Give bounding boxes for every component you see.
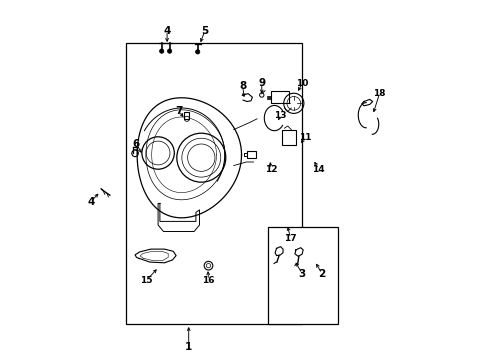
- Circle shape: [159, 49, 163, 53]
- Text: 13: 13: [274, 111, 286, 120]
- Text: 12: 12: [264, 165, 277, 174]
- Bar: [271, 91, 288, 103]
- Text: 5: 5: [201, 26, 208, 36]
- Bar: [184, 112, 189, 119]
- Text: 11: 11: [298, 133, 310, 142]
- Circle shape: [195, 50, 200, 54]
- Text: 16: 16: [202, 276, 214, 284]
- Bar: [282, 130, 295, 145]
- Text: 8: 8: [239, 81, 246, 91]
- Bar: [246, 151, 255, 158]
- Text: 4: 4: [87, 197, 94, 207]
- Bar: [267, 227, 337, 324]
- Text: 9: 9: [258, 78, 265, 88]
- Text: 14: 14: [312, 165, 325, 174]
- Text: 1: 1: [184, 342, 192, 352]
- Text: 17: 17: [284, 234, 296, 243]
- Text: 4: 4: [163, 26, 170, 36]
- Text: 15: 15: [140, 276, 153, 284]
- Text: 10: 10: [295, 79, 307, 88]
- Text: 2: 2: [318, 269, 325, 279]
- Circle shape: [167, 49, 171, 53]
- Text: 18: 18: [372, 89, 385, 98]
- Bar: [125, 43, 302, 324]
- Text: 3: 3: [298, 269, 305, 279]
- Text: 6: 6: [133, 139, 140, 149]
- Text: 7: 7: [175, 106, 183, 116]
